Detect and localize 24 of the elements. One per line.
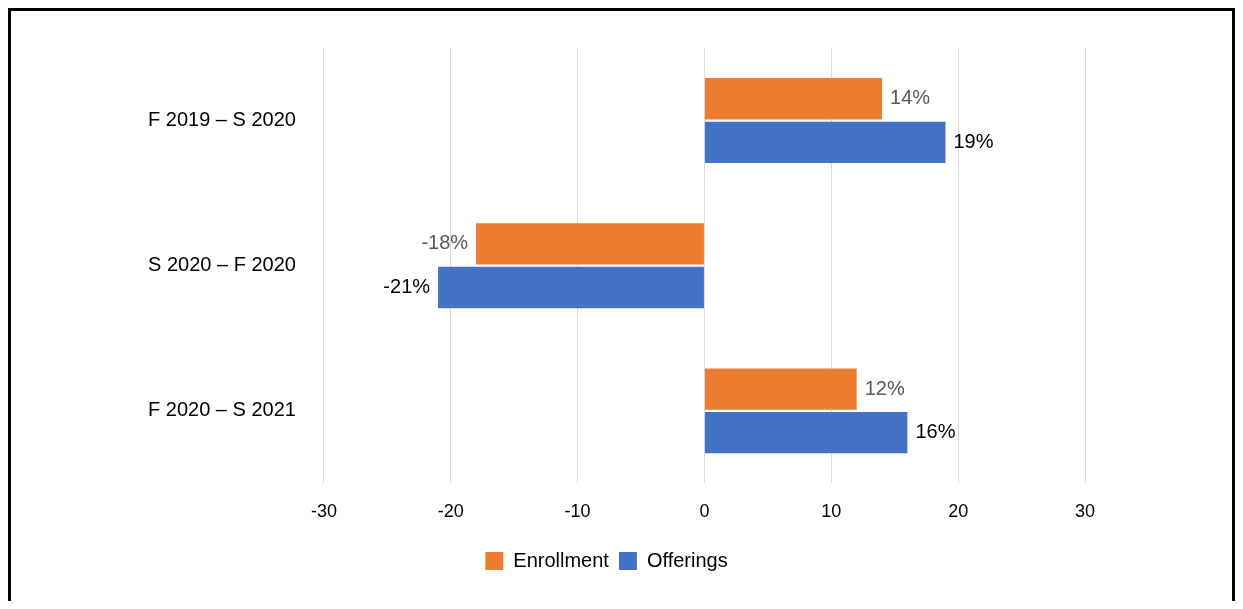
bar (476, 223, 704, 265)
bar (438, 266, 704, 309)
x-tick-label: 10 (821, 501, 842, 522)
bar (704, 411, 908, 454)
data-label: 12% (864, 376, 905, 399)
legend-label: Enrollment (513, 548, 610, 571)
x-tick-label: 0 (699, 501, 710, 522)
data-label: 19% (953, 129, 994, 152)
data-label: 14% (890, 86, 931, 109)
bar (704, 78, 883, 120)
legend-label: Offerings (646, 548, 728, 571)
data-label: -21% (383, 274, 431, 297)
x-tick-label: -20 (437, 501, 464, 522)
data-label: -18% (421, 231, 469, 254)
x-tick-label: 20 (948, 501, 969, 522)
bar (704, 121, 946, 164)
y-tick-label: F 2019 – S 2020 (148, 108, 296, 131)
x-tick-label: -10 (564, 501, 591, 522)
x-tick-label: 30 (1074, 501, 1096, 522)
data-label: 16% (915, 420, 956, 443)
x-tick-label: -30 (310, 501, 337, 522)
y-tick-label: S 2020 – F 2020 (148, 253, 296, 276)
y-tick-label: F 2020 – S 2021 (148, 398, 296, 421)
bar (704, 368, 857, 410)
